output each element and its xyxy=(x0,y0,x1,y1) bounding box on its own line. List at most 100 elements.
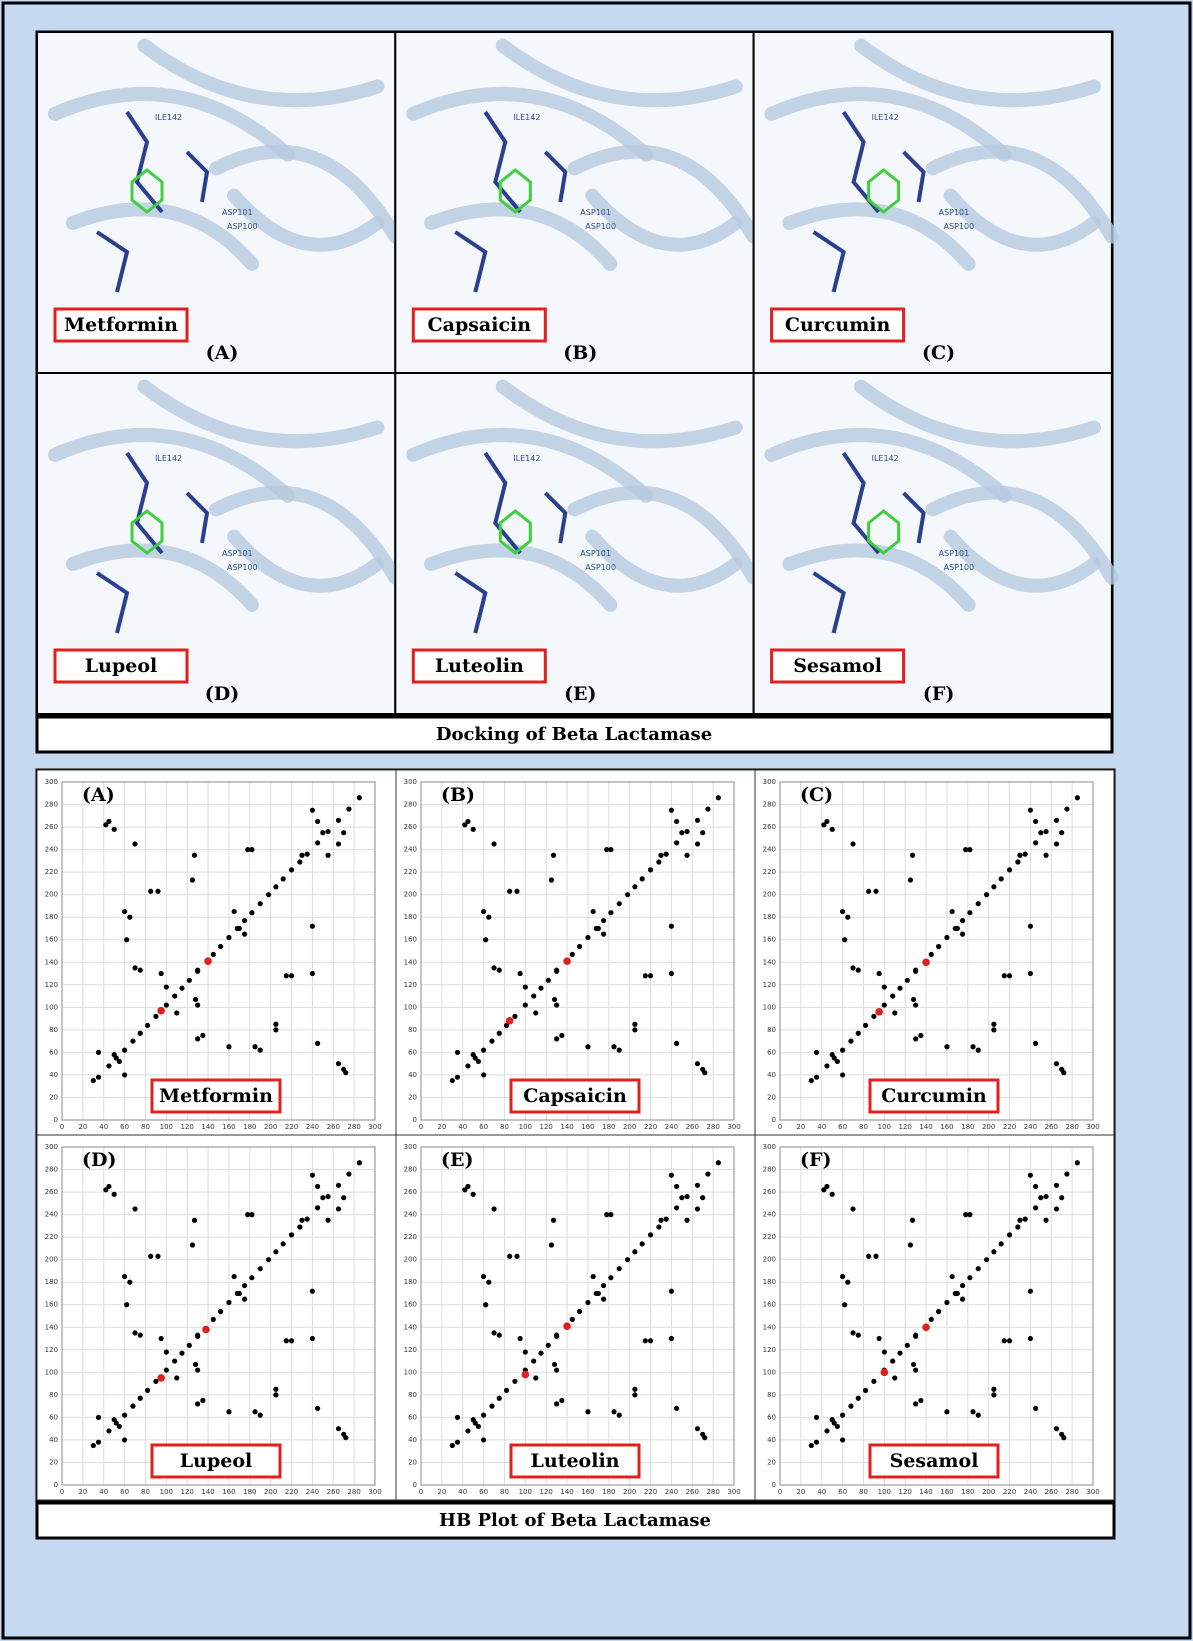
hb-point xyxy=(127,1280,132,1285)
hb-point xyxy=(242,1297,247,1302)
x-tick-label: 300 xyxy=(1086,1123,1099,1131)
hb-point xyxy=(1043,853,1048,858)
y-tick-label: 200 xyxy=(404,891,417,899)
y-tick-label: 20 xyxy=(767,1093,776,1101)
x-tick-label: 60 xyxy=(479,1123,488,1131)
y-tick-label: 60 xyxy=(49,1413,58,1421)
y-tick-label: 140 xyxy=(404,958,417,966)
x-tick-label: 260 xyxy=(1045,1123,1058,1131)
hb-point xyxy=(497,1396,502,1401)
hb-point xyxy=(842,937,847,942)
hb-point xyxy=(132,965,137,970)
hb-point xyxy=(913,1401,918,1406)
y-tick-label: 140 xyxy=(45,958,58,966)
hb-point xyxy=(960,1283,965,1288)
y-tick-label: 260 xyxy=(763,1188,776,1196)
residue-label: ILE142 xyxy=(155,113,182,122)
hb-point xyxy=(897,986,902,991)
hb-point xyxy=(856,1333,861,1338)
hb-point xyxy=(195,1036,200,1041)
hb-point xyxy=(617,901,622,906)
hb-point xyxy=(497,968,502,973)
x-tick-label: 60 xyxy=(479,1488,488,1496)
highlight-point xyxy=(922,958,930,966)
hb-point xyxy=(512,1379,517,1384)
hb-point xyxy=(830,827,835,832)
hb-point xyxy=(190,1242,195,1247)
hb-point xyxy=(554,1367,559,1372)
hb-point xyxy=(1017,1218,1022,1223)
hb-point xyxy=(890,993,895,998)
hb-point xyxy=(315,1205,320,1210)
hb-panel: 0204060801001201401601802002202402602803… xyxy=(37,770,396,1135)
hb-point xyxy=(192,853,197,858)
hb-point xyxy=(913,968,918,973)
x-tick-label: 80 xyxy=(500,1123,509,1131)
ligand-name: Metformin xyxy=(159,1085,273,1107)
x-tick-label: 60 xyxy=(120,1123,129,1131)
hb-point xyxy=(455,1050,460,1055)
hb-point xyxy=(1028,808,1033,813)
hb-point xyxy=(192,1218,197,1223)
hb-point xyxy=(625,892,630,897)
hb-point xyxy=(514,889,519,894)
hb-point xyxy=(305,1217,310,1222)
y-tick-label: 240 xyxy=(763,1211,776,1219)
highlight-point xyxy=(157,1007,165,1015)
hb-point xyxy=(835,1424,840,1429)
x-tick-label: 300 xyxy=(727,1488,740,1496)
hb-point xyxy=(242,1283,247,1288)
panel-label: (C) xyxy=(800,784,833,806)
hb-point xyxy=(850,965,855,970)
hb-point xyxy=(117,1059,122,1064)
y-tick-label: 260 xyxy=(404,823,417,831)
hb-point xyxy=(193,997,198,1002)
x-tick-label: 100 xyxy=(878,1123,891,1131)
hb-point xyxy=(656,859,661,864)
y-tick-label: 100 xyxy=(763,1003,776,1011)
hb-point xyxy=(702,1435,707,1440)
hb-point xyxy=(489,1404,494,1409)
ligand-name: Metformin xyxy=(64,314,178,336)
y-tick-label: 220 xyxy=(404,1233,417,1241)
hb-point xyxy=(187,978,192,983)
hb-point xyxy=(892,1375,897,1380)
x-tick-label: 120 xyxy=(899,1123,912,1131)
hb-point xyxy=(552,997,557,1002)
hb-point xyxy=(905,1343,910,1348)
x-tick-label: 220 xyxy=(644,1123,657,1131)
hb-point xyxy=(252,1044,257,1049)
x-tick-label: 200 xyxy=(623,1488,636,1496)
x-tick-label: 80 xyxy=(141,1488,150,1496)
hb-point xyxy=(281,1241,286,1246)
hb-point xyxy=(195,1002,200,1007)
hb-point xyxy=(538,1351,543,1356)
x-tick-label: 280 xyxy=(347,1488,360,1496)
hb-point xyxy=(632,1392,637,1397)
hb-point xyxy=(936,1309,941,1314)
hb-point xyxy=(315,1184,320,1189)
y-tick-label: 280 xyxy=(763,1166,776,1174)
hb-point xyxy=(130,1039,135,1044)
y-tick-label: 300 xyxy=(45,1143,58,1151)
hb-point xyxy=(315,1041,320,1046)
x-tick-label: 260 xyxy=(1045,1488,1058,1496)
hb-point xyxy=(200,1033,205,1038)
y-tick-label: 200 xyxy=(763,891,776,899)
x-tick-label: 260 xyxy=(327,1488,340,1496)
hb-point xyxy=(249,847,254,852)
y-tick-label: 300 xyxy=(763,778,776,786)
y-tick-label: 280 xyxy=(404,1166,417,1174)
hb-point xyxy=(481,1413,486,1418)
highlight-point xyxy=(881,1369,889,1377)
y-tick-label: 160 xyxy=(45,1301,58,1309)
hb-point xyxy=(132,841,137,846)
hb-point xyxy=(1054,818,1059,823)
hb-point xyxy=(211,952,216,957)
hb-point xyxy=(497,1031,502,1036)
y-tick-label: 60 xyxy=(408,1048,417,1056)
hb-point xyxy=(830,1192,835,1197)
hb-point xyxy=(471,827,476,832)
hb-point xyxy=(716,795,721,800)
